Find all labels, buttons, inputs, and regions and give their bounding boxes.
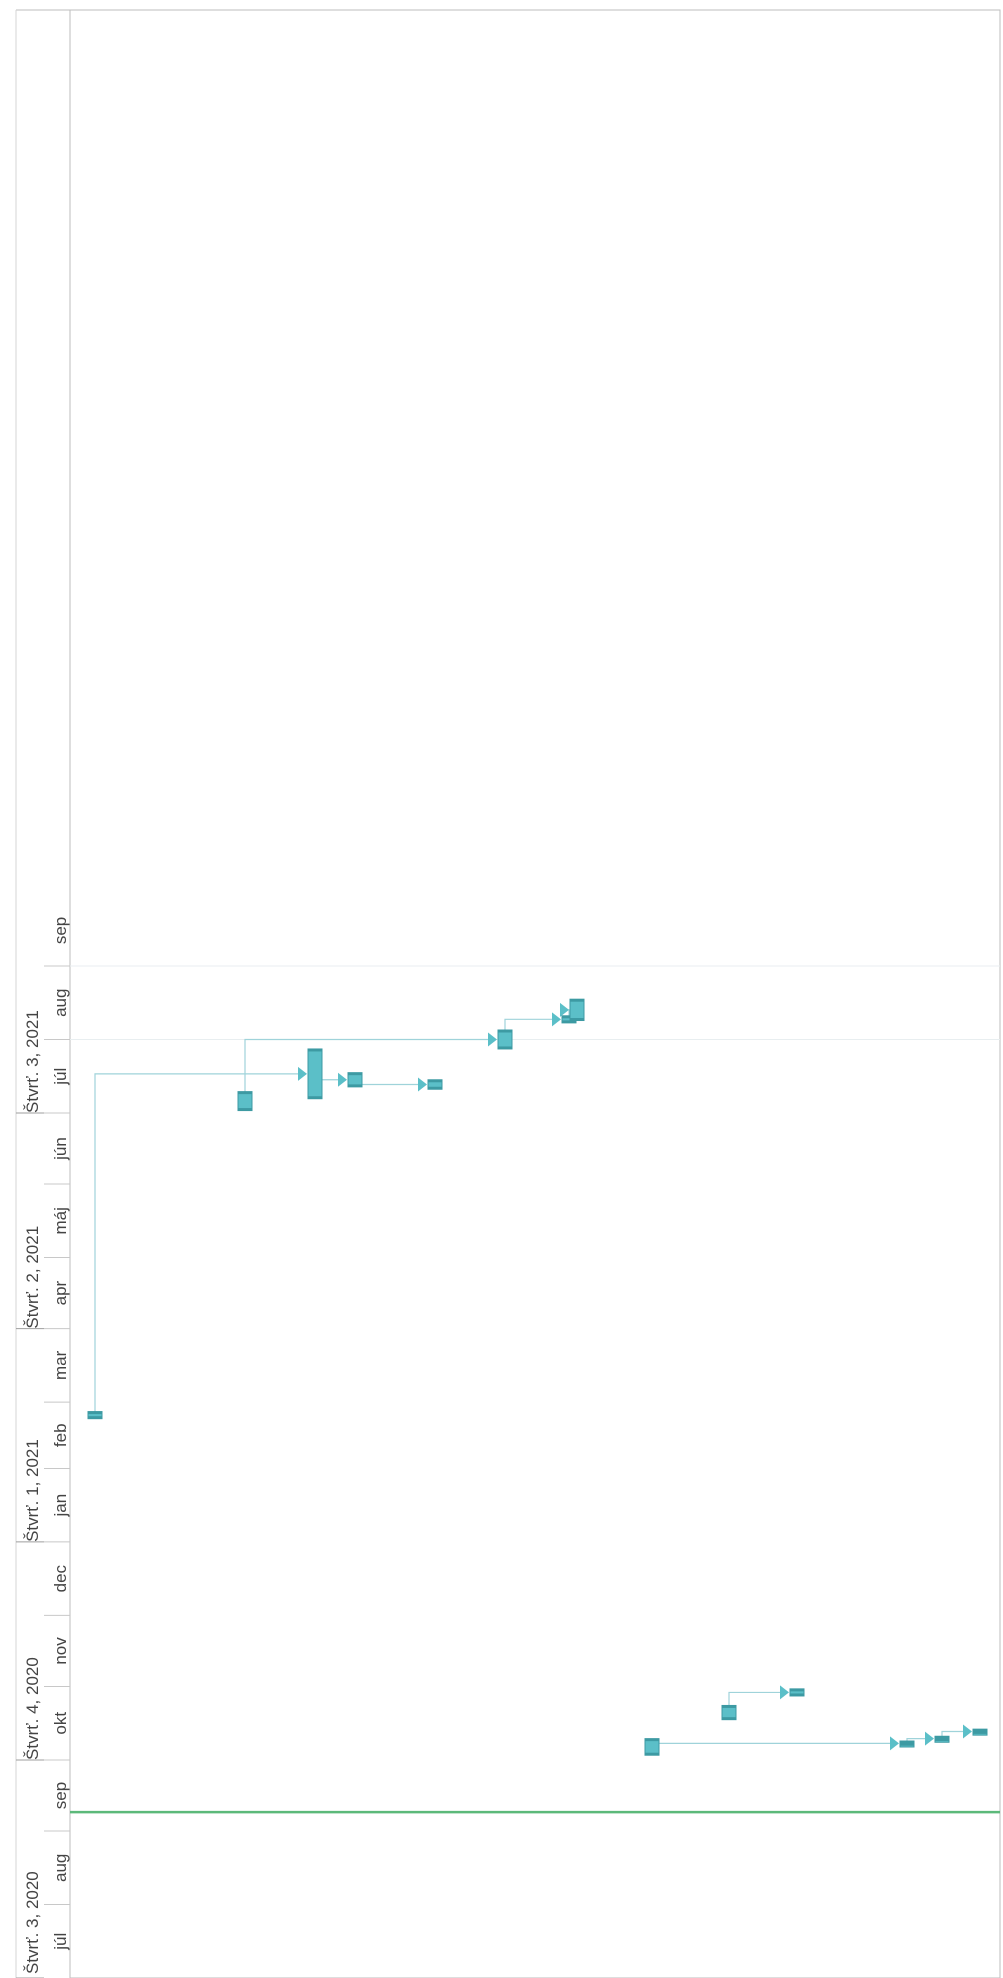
dependency-line (728, 1691, 782, 1706)
task-bar[interactable] (497, 1029, 513, 1050)
task-bar-cap (900, 1741, 914, 1744)
task-bar-cap (900, 1743, 914, 1746)
grid-layer (15, 9, 1001, 1978)
month-label: aug (51, 989, 70, 1017)
task-bar[interactable] (644, 1738, 660, 1756)
task-bar-cap (645, 1738, 659, 1742)
task-bar[interactable] (427, 1079, 443, 1090)
month-label: dec (51, 1564, 70, 1592)
month-label: máj (51, 1207, 70, 1234)
dependency-arrow (418, 1077, 427, 1092)
task-bar-cap (722, 1705, 736, 1708)
month-label: nov (51, 1637, 70, 1665)
timescale-labels-layer: júl aug sep okt nov dec jan feb mar apr máj jún júl a… (23, 917, 70, 1974)
task-bar-cap (570, 1018, 584, 1021)
task-bar[interactable] (972, 1728, 988, 1736)
task-bar[interactable] (347, 1072, 363, 1088)
task-bar-cap (645, 1752, 659, 1756)
task-bar-cap (562, 1020, 576, 1023)
task-bar-cap (498, 1030, 512, 1033)
quarter-label: Štvrť. 4, 2020 (23, 1657, 42, 1760)
task-bar-body[interactable] (569, 998, 585, 1022)
dependency-line (906, 1738, 927, 1741)
task-bars-layer (87, 998, 988, 1756)
dependency-line (244, 1038, 490, 1092)
dependency-line (504, 1018, 554, 1030)
task-bar[interactable] (721, 1704, 737, 1721)
month-label: aug (51, 1854, 70, 1882)
dependency-arrow (780, 1685, 789, 1700)
task-bar-body[interactable] (307, 1048, 323, 1100)
task-bar-cap (308, 1096, 322, 1099)
task-bar-cap (498, 1046, 512, 1049)
task-bar[interactable] (934, 1735, 950, 1743)
task-bar-cap (570, 999, 584, 1002)
month-label: sep (51, 1782, 70, 1809)
dependency-arrow (560, 1002, 569, 1017)
task-bar-body[interactable] (497, 1029, 513, 1050)
task-bar-cap (428, 1086, 442, 1090)
task-bar[interactable] (899, 1740, 915, 1748)
task-bar-cap (348, 1072, 362, 1076)
task-bar-cap (348, 1084, 362, 1087)
task-bar[interactable] (87, 1411, 103, 1420)
month-label: feb (51, 1423, 70, 1447)
dependency-arrow (298, 1066, 307, 1081)
dependency-links-layer (94, 1002, 972, 1751)
task-bar-cap (973, 1729, 987, 1732)
task-bar-cap (88, 1416, 102, 1419)
dependency-arrow (488, 1032, 497, 1047)
task-bar[interactable] (789, 1688, 805, 1697)
task-bar[interactable] (307, 1048, 323, 1100)
task-bar-cap (973, 1731, 987, 1734)
task-bar-cap (935, 1736, 949, 1739)
quarter-label: Štvrť. 3, 2020 (23, 1871, 42, 1974)
task-bar-cap (562, 1015, 576, 1019)
dependency-line (651, 1738, 892, 1744)
dependency-arrow (338, 1072, 347, 1087)
dependency-line (94, 1073, 300, 1412)
dependency-arrow (552, 1012, 561, 1027)
task-bar-cap (790, 1693, 804, 1696)
month-label: okt (51, 1712, 70, 1735)
task-bar-cap (428, 1079, 442, 1083)
month-label: jún (51, 1137, 70, 1161)
task-bar[interactable] (237, 1091, 253, 1112)
task-bar-body[interactable] (237, 1091, 253, 1112)
month-label: mar (51, 1350, 70, 1380)
quarter-label: Štvrť. 3, 2021 (23, 1010, 42, 1113)
month-label: jan (51, 1494, 70, 1518)
task-bar-cap (88, 1411, 102, 1415)
dependency-line (354, 1072, 420, 1086)
task-bar-cap (935, 1738, 949, 1741)
month-label: sep (51, 917, 70, 944)
task-bar-cap (238, 1108, 252, 1111)
month-label: apr (51, 1280, 70, 1305)
quarter-label: Štvrť. 1, 2021 (23, 1439, 42, 1542)
task-bar-cap (308, 1048, 322, 1052)
dependency-arrow (963, 1724, 972, 1739)
plot-frame (69, 9, 1001, 1978)
task-bar-cap (722, 1717, 736, 1720)
dependency-arrow (890, 1736, 899, 1751)
month-label: júl (51, 1933, 70, 1951)
task-bar-cap (790, 1688, 804, 1692)
task-bar[interactable] (569, 998, 585, 1022)
dependency-line (941, 1730, 965, 1737)
quarter-label: Štvrť. 2, 2021 (23, 1226, 42, 1329)
dependency-arrow (925, 1731, 934, 1746)
month-label: júl (51, 1068, 70, 1086)
task-bar-cap (238, 1091, 252, 1095)
